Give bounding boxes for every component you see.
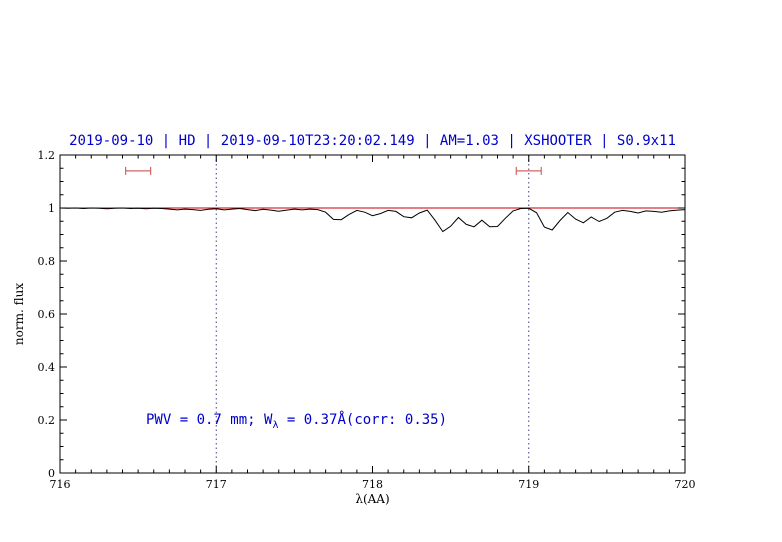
y-tick-label: 0.4 <box>38 361 56 374</box>
observed-spectrum <box>59 207 686 233</box>
pwv-annotation-subscript: λ <box>272 419 279 431</box>
x-tick-label: 716 <box>50 478 71 491</box>
y-tick-label: 0.6 <box>38 308 56 321</box>
x-tick-label: 718 <box>362 478 383 491</box>
x-tick-label: 717 <box>206 478 227 491</box>
x-tick-label: 720 <box>675 478 696 491</box>
y-tick-label: 1.2 <box>38 149 56 162</box>
pwv-annotation-text: PWV = 0.7 mm; W <box>146 412 273 428</box>
y-tick-label: 0.8 <box>38 255 56 268</box>
y-tick-label: 0 <box>48 467 55 480</box>
plot-title: 2019-09-10 | HD | 2019-09-10T23:20:02.14… <box>69 133 676 149</box>
pwv-annotation-suffix: = 0.37Å(corr: 0.35) <box>278 412 448 428</box>
y-tick-label: 1 <box>48 202 55 215</box>
x-tick-label: 719 <box>518 478 539 491</box>
x-axis-label: λ(AA) <box>355 492 390 506</box>
pwv-annotation: PWV = 0.7 mm; Wλ = 0.37Å(corr: 0.35) <box>146 412 447 431</box>
y-tick-label: 0.2 <box>38 414 56 427</box>
y-axis-label: norm. flux <box>12 282 26 346</box>
